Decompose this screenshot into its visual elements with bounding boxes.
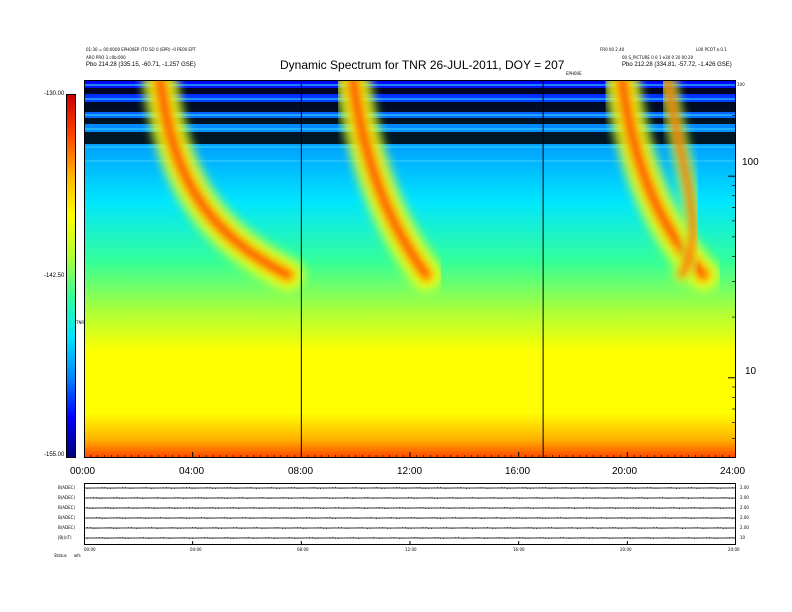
burst-1 [140, 80, 308, 295]
dark-band-2 [84, 102, 736, 112]
x-tick-2000: 20:00 [612, 466, 638, 477]
x-tick-2400: 24:00 [720, 466, 746, 477]
x-tick-1200: 12:00 [397, 466, 423, 477]
dark-band-1 [84, 88, 736, 94]
interference-line-6 [84, 160, 736, 162]
lower-x-tick-1: 04:00 [190, 547, 202, 552]
burst-2 [332, 80, 447, 295]
header-left-line2: ARO PRO 3 c0b:000 [86, 55, 126, 60]
lower-frame [84, 483, 736, 545]
burst-4-layer [665, 80, 696, 278]
burst-1-layer [155, 80, 293, 280]
interference-line-1 [84, 84, 736, 86]
marker-label: EPH00E [566, 71, 582, 76]
colorbar [66, 94, 76, 458]
lower-row-label-3: B(ADEC) [58, 505, 76, 510]
header-right-line3: 00 S_PICTURE 0 0 1 e30 0 20 00 20 [622, 55, 694, 60]
lower-data-3 [84, 506, 736, 510]
interference-line-4 [84, 128, 736, 130]
x-tick-0800: 08:00 [288, 466, 314, 477]
lower-row-label-6: |B|(nT) [58, 535, 72, 540]
header-right-line1: FR0 00 2.40 [600, 47, 625, 52]
corner-mark: 100 [737, 82, 745, 87]
lower-x-tick-6: 24:00 [728, 547, 740, 552]
y-tick-10: 10 [745, 366, 757, 377]
status-value: wfs [74, 553, 81, 558]
lower-x-tick-3: 12:00 [405, 547, 417, 552]
header-right-line4: Pbo 212.28 (334.81, -57.72, -1.426 GSE) [622, 62, 732, 68]
header-left-line1: 01:30 = 00:0000 EPH00EP (TO SO 0 (EPR) -… [86, 47, 196, 52]
burst-4 [657, 80, 704, 286]
lower-data-2 [84, 496, 736, 500]
colorbar-mid-label: -142.50 [44, 273, 65, 279]
colorbar-unit-label: TNR [76, 320, 85, 325]
header-left-line3: Pbo 214.28 (335.15, -60.71, -1.257 GSE) [86, 62, 196, 68]
lower-data-1 [84, 486, 736, 490]
lower-row-label-4: B(ADEC) [58, 515, 76, 520]
lower-x-tick-0: 00:00 [84, 547, 96, 552]
lower-row-right-2: 2.00 [740, 495, 749, 500]
lower-data-6 [84, 536, 736, 540]
x-tick-0400: 04:00 [179, 466, 205, 477]
lower-row-right-1: 2.00 [740, 485, 749, 490]
spectrogram [84, 80, 736, 458]
lower-x-tick-5: 20:00 [620, 547, 632, 552]
x-tick-1600: 16:00 [505, 466, 531, 477]
status-label: Status [54, 553, 67, 558]
colorbar-max-label: -130.00 [44, 91, 65, 97]
lower-panels [84, 483, 736, 545]
lower-row-label-1: B(ADEC) [58, 485, 76, 490]
lower-x-tick-4: 16:00 [513, 547, 525, 552]
interference-line-5 [84, 146, 736, 148]
lower-data-4 [84, 516, 736, 520]
lower-row-label-5: B(ADEC) [58, 525, 76, 530]
chart-title: Dynamic Spectrum for TNR 26-JUL-2011, DO… [280, 58, 565, 72]
interference-line-2 [84, 98, 736, 100]
lower-row-right-5: 2.00 [740, 525, 749, 530]
header-right-line2: L00 PCOT e.0.1 [696, 47, 727, 52]
lower-x-tick-2: 08:00 [297, 547, 309, 552]
lower-row-right-3: 2.00 [740, 505, 749, 510]
lower-row-right-4: 2.00 [740, 515, 749, 520]
lower-row-right-6: 10 [740, 535, 746, 540]
x-tick-0000: 00:00 [70, 466, 96, 477]
dark-band-4 [84, 132, 736, 144]
lower-row-label-2: B(ADEC) [58, 495, 76, 500]
dark-band-3 [84, 118, 736, 124]
lower-data-5 [84, 526, 736, 530]
interference-line-3 [84, 114, 736, 116]
burst-2-layer [348, 80, 431, 280]
colorbar-min-label: -155.00 [44, 452, 65, 458]
y-tick-100: 100 [742, 157, 759, 168]
